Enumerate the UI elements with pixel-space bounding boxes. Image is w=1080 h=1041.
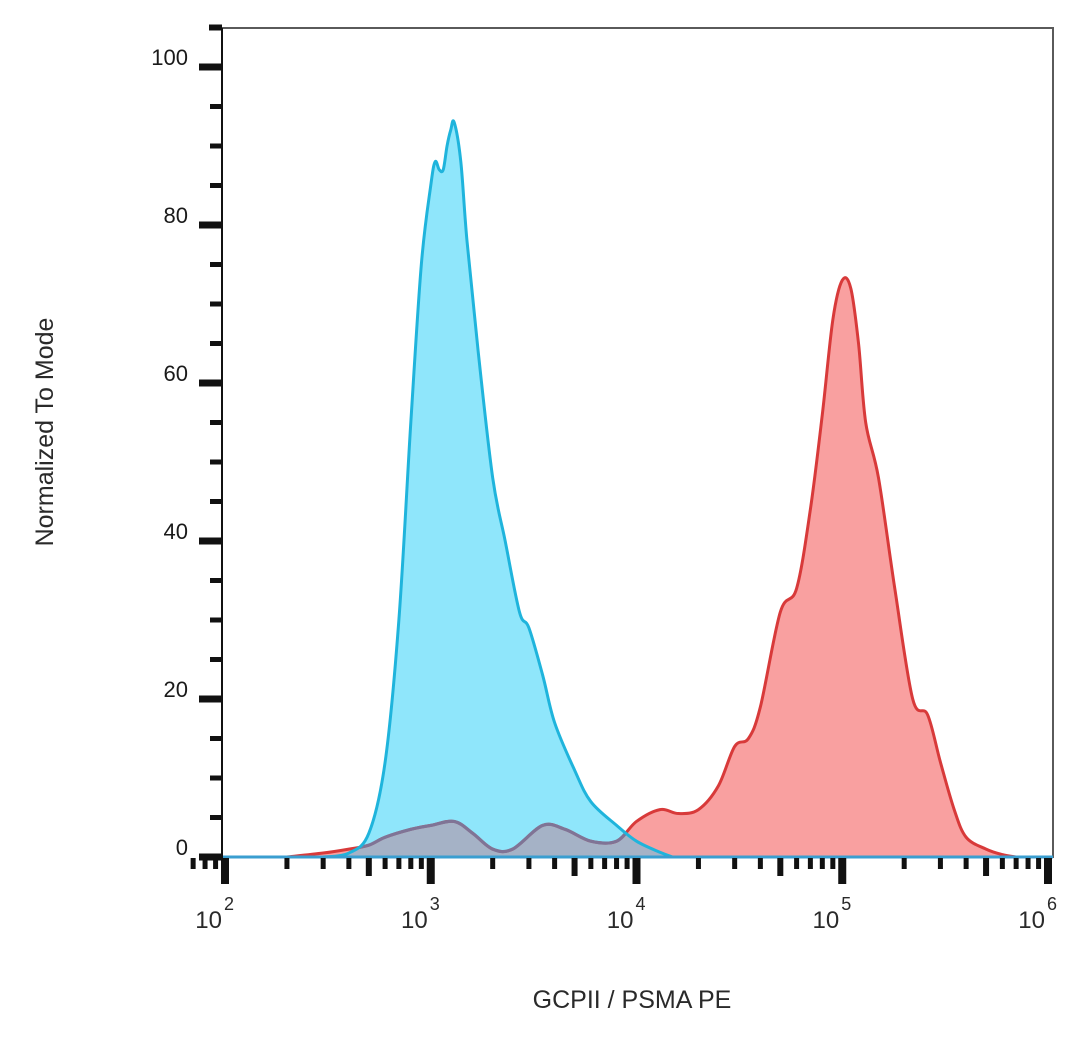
x-tick-major (838, 858, 847, 884)
y-axis: 0 20 40 60 80 100 (151, 24, 223, 861)
y-tick-labels: 0 20 40 60 80 100 (151, 45, 188, 860)
series-area-stained (286, 277, 1017, 858)
svg-text:5: 5 (841, 894, 851, 914)
x-ticks (190, 858, 1052, 884)
x-tick-major (1044, 858, 1052, 884)
x-tick-major (221, 858, 229, 884)
series-line-control (322, 119, 674, 859)
x-tick-minor (937, 858, 943, 869)
svg-text:10: 10 (813, 907, 840, 934)
y-tick-minor (210, 143, 222, 149)
y-tick-minor (210, 301, 222, 307)
y-tick-label: 0 (176, 835, 188, 860)
x-tick-minor (757, 858, 763, 869)
x-tick-minor (1025, 858, 1031, 869)
x-axis-title: GCPII / PSMA PE (533, 986, 732, 1014)
x-tick-minor (819, 858, 825, 869)
x-tick-mid (365, 858, 372, 876)
svg-text:4: 4 (636, 894, 646, 914)
y-tick-minor (210, 617, 222, 623)
y-tick-minor (210, 183, 222, 188)
x-tick-minor (602, 858, 608, 869)
x-tick-minor (190, 858, 196, 869)
x-tick-minor (807, 858, 813, 869)
svg-text:10: 10 (195, 907, 222, 934)
x-tick-minor (490, 858, 496, 869)
y-tick-minor (210, 657, 222, 662)
svg-text:10: 10 (1018, 907, 1045, 934)
y-tick-major (199, 379, 222, 387)
x-tick-minor (624, 858, 630, 869)
x-tick-major (632, 858, 641, 884)
series-line-overlap (323, 276, 673, 857)
x-tick-minor (320, 858, 326, 869)
y-tick-label: 40 (164, 519, 188, 544)
y-tick-label: 80 (164, 203, 188, 228)
x-tick-mid (571, 858, 578, 876)
x-tick-minor (1036, 858, 1042, 869)
plot-area (221, 27, 1054, 859)
y-tick-major (199, 63, 222, 71)
x-tick-label: 105 (813, 894, 852, 934)
x-tick-minor (396, 858, 402, 869)
x-tick-minor (999, 858, 1005, 869)
x-tick-minor (552, 858, 558, 869)
x-tick-minor (794, 858, 800, 869)
x-tick-minor (695, 858, 701, 869)
x-tick-minor (963, 858, 969, 869)
x-tick-minor (588, 858, 594, 869)
y-tick-minor (210, 815, 222, 820)
x-tick-minor (901, 858, 907, 869)
x-tick-minor (418, 858, 424, 869)
y-tick-label: 100 (151, 45, 188, 70)
x-tick-minor (732, 858, 738, 869)
x-tick-minor (614, 858, 620, 869)
y-tick-minor (210, 499, 222, 504)
x-tick-minor (284, 858, 290, 869)
y-tick-minor (210, 578, 222, 583)
svg-text:6: 6 (1047, 894, 1057, 914)
svg-text:10: 10 (401, 907, 428, 934)
x-tick-minor (213, 858, 219, 869)
x-tick-label: 104 (607, 894, 646, 934)
y-tick-minor (210, 341, 222, 346)
y-axis-title: Normalized To Mode (31, 318, 59, 547)
y-tick-minor (210, 775, 222, 781)
y-tick-minor (210, 104, 222, 109)
y-tick-major (199, 695, 222, 703)
y-tick-minor (210, 736, 222, 741)
svg-text:10: 10 (607, 907, 634, 934)
svg-text:3: 3 (430, 894, 440, 914)
x-tick-minor (1013, 858, 1019, 869)
x-tick-minor (382, 858, 388, 869)
y-tick-major (199, 221, 222, 229)
x-tick-minor (830, 858, 836, 869)
x-tick-minor (526, 858, 532, 869)
y-ticks (199, 24, 222, 861)
x-tick-minor (202, 858, 208, 869)
svg-text:2: 2 (224, 894, 234, 914)
x-tick-label: 102 (195, 894, 234, 934)
y-tick-major (199, 853, 222, 861)
y-tick-minor (210, 262, 222, 267)
x-tick-mid (777, 858, 784, 876)
x-tick-minor (346, 858, 352, 869)
y-tick-minor (210, 420, 222, 425)
y-tick-minor (210, 459, 222, 465)
y-tick-major (199, 537, 222, 545)
y-tick-label: 60 (164, 361, 188, 386)
y-tick-minor (209, 24, 222, 31)
x-tick-mid (983, 858, 990, 876)
x-tick-major (426, 858, 435, 884)
y-tick-label: 20 (164, 677, 188, 702)
series-area-control (323, 120, 673, 857)
x-tick-label: 103 (401, 894, 440, 934)
series-layer (286, 119, 1017, 859)
x-tick-minor (408, 858, 414, 869)
x-tick-label: 106 (1018, 894, 1057, 934)
